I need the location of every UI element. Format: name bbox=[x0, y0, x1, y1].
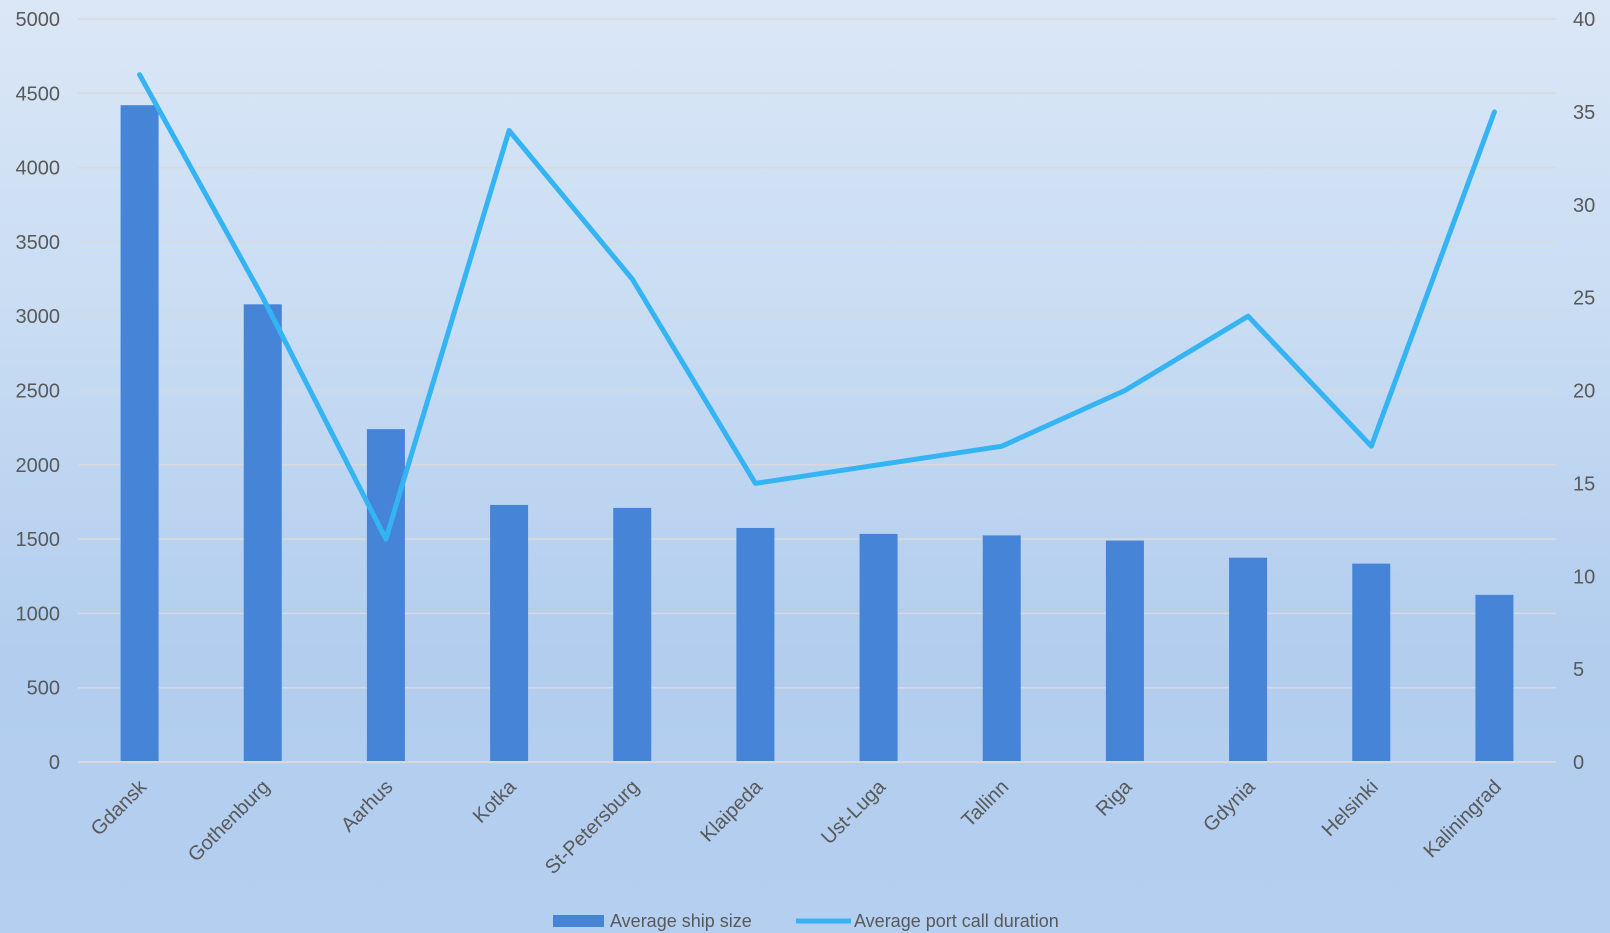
left-axis-tick-label: 0 bbox=[49, 752, 60, 774]
right-axis-tick-label: 35 bbox=[1573, 102, 1595, 124]
right-axis-tick-label: 20 bbox=[1573, 381, 1595, 403]
category-label: Riga bbox=[1092, 775, 1137, 820]
right-axis-tick-label: 25 bbox=[1573, 288, 1595, 310]
bar-st-petersburg bbox=[613, 507, 652, 762]
category-label: Gothenburg bbox=[184, 776, 274, 866]
category-label: Gdansk bbox=[87, 775, 152, 840]
left-axis-tick-label: 5000 bbox=[16, 9, 61, 31]
left-axis-tick-label: 4500 bbox=[16, 83, 61, 105]
bar-series bbox=[120, 105, 1514, 763]
category-label: Gdynia bbox=[1199, 775, 1260, 836]
bar-gothenburg bbox=[243, 304, 282, 762]
category-label: Klaipeda bbox=[696, 775, 767, 846]
x-axis: Gdansk Gothenburg Aarhus Kotka St-Petersburg… bbox=[78, 761, 1556, 879]
line-port-call-duration bbox=[137, 72, 1497, 542]
right-axis-tick-label: 10 bbox=[1573, 566, 1595, 588]
line-series bbox=[137, 72, 1497, 542]
category-label: Kotka bbox=[469, 775, 521, 827]
category-label: Aarhus bbox=[337, 776, 397, 836]
legend-swatch-bar bbox=[553, 915, 604, 927]
bar-gdynia bbox=[1229, 557, 1268, 762]
left-axis-tick-label: 4000 bbox=[16, 158, 61, 180]
bar-riga bbox=[1105, 540, 1144, 762]
category-label: Ust-Luga bbox=[817, 775, 891, 849]
legend: Average ship size Average port call dura… bbox=[553, 911, 1059, 931]
category-label: Tallinn bbox=[958, 776, 1014, 832]
legend-label-bar: Average ship size bbox=[610, 911, 752, 931]
right-axis-tick-label: 40 bbox=[1573, 9, 1595, 31]
bar-klaipeda bbox=[736, 527, 775, 762]
right-y-axis: 0 5 10 15 20 25 30 35 40 bbox=[1573, 9, 1595, 774]
category-label: Helsinki bbox=[1318, 776, 1383, 841]
gridlines bbox=[78, 18, 1556, 763]
legend-label-line: Average port call duration bbox=[854, 911, 1059, 931]
category-label: Kaliningrad bbox=[1420, 776, 1506, 862]
bar-tallinn bbox=[982, 535, 1021, 762]
right-axis-tick-label: 15 bbox=[1573, 473, 1595, 495]
left-axis-tick-label: 3500 bbox=[16, 232, 61, 254]
category-label: St-Petersburg bbox=[541, 776, 644, 879]
left-axis-tick-label: 1000 bbox=[16, 603, 61, 625]
right-axis-tick-label: 5 bbox=[1573, 659, 1584, 681]
bar-ust-luga bbox=[859, 533, 898, 762]
left-axis-tick-label: 500 bbox=[27, 678, 60, 700]
left-axis-tick-label: 2000 bbox=[16, 455, 61, 477]
left-axis-tick-label: 3000 bbox=[16, 306, 61, 328]
right-axis-tick-label: 0 bbox=[1573, 752, 1584, 774]
left-axis-tick-label: 2500 bbox=[16, 381, 61, 403]
bar-kaliningrad bbox=[1475, 594, 1514, 762]
bar-helsinki bbox=[1352, 563, 1391, 762]
right-axis-tick-label: 30 bbox=[1573, 195, 1595, 217]
bar-gdansk bbox=[120, 105, 159, 763]
bar-kotka bbox=[490, 504, 529, 762]
bar-aarhus bbox=[366, 429, 405, 762]
left-axis-tick-label: 1500 bbox=[16, 529, 61, 551]
left-y-axis: 0 500 1000 1500 2000 2500 3000 3500 4000 4500 5000 bbox=[16, 9, 61, 774]
